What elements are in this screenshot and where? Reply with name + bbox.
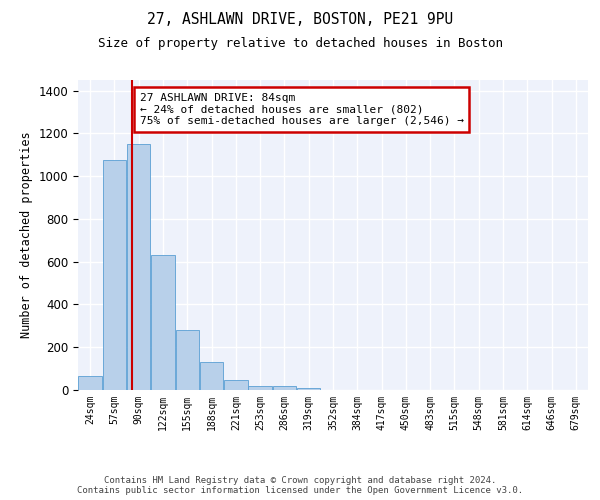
Bar <box>200 362 223 390</box>
Bar <box>151 256 175 390</box>
Bar <box>127 144 151 390</box>
Text: 27, ASHLAWN DRIVE, BOSTON, PE21 9PU: 27, ASHLAWN DRIVE, BOSTON, PE21 9PU <box>147 12 453 28</box>
Bar <box>79 376 102 390</box>
Y-axis label: Number of detached properties: Number of detached properties <box>20 132 33 338</box>
Bar <box>103 160 126 390</box>
Bar <box>176 330 199 390</box>
Text: Contains HM Land Registry data © Crown copyright and database right 2024.
Contai: Contains HM Land Registry data © Crown c… <box>77 476 523 495</box>
Bar <box>297 388 320 390</box>
Text: 27 ASHLAWN DRIVE: 84sqm
← 24% of detached houses are smaller (802)
75% of semi-d: 27 ASHLAWN DRIVE: 84sqm ← 24% of detache… <box>140 93 464 126</box>
Bar <box>248 386 272 390</box>
Bar <box>272 386 296 390</box>
Bar <box>224 380 248 390</box>
Text: Size of property relative to detached houses in Boston: Size of property relative to detached ho… <box>97 38 503 51</box>
